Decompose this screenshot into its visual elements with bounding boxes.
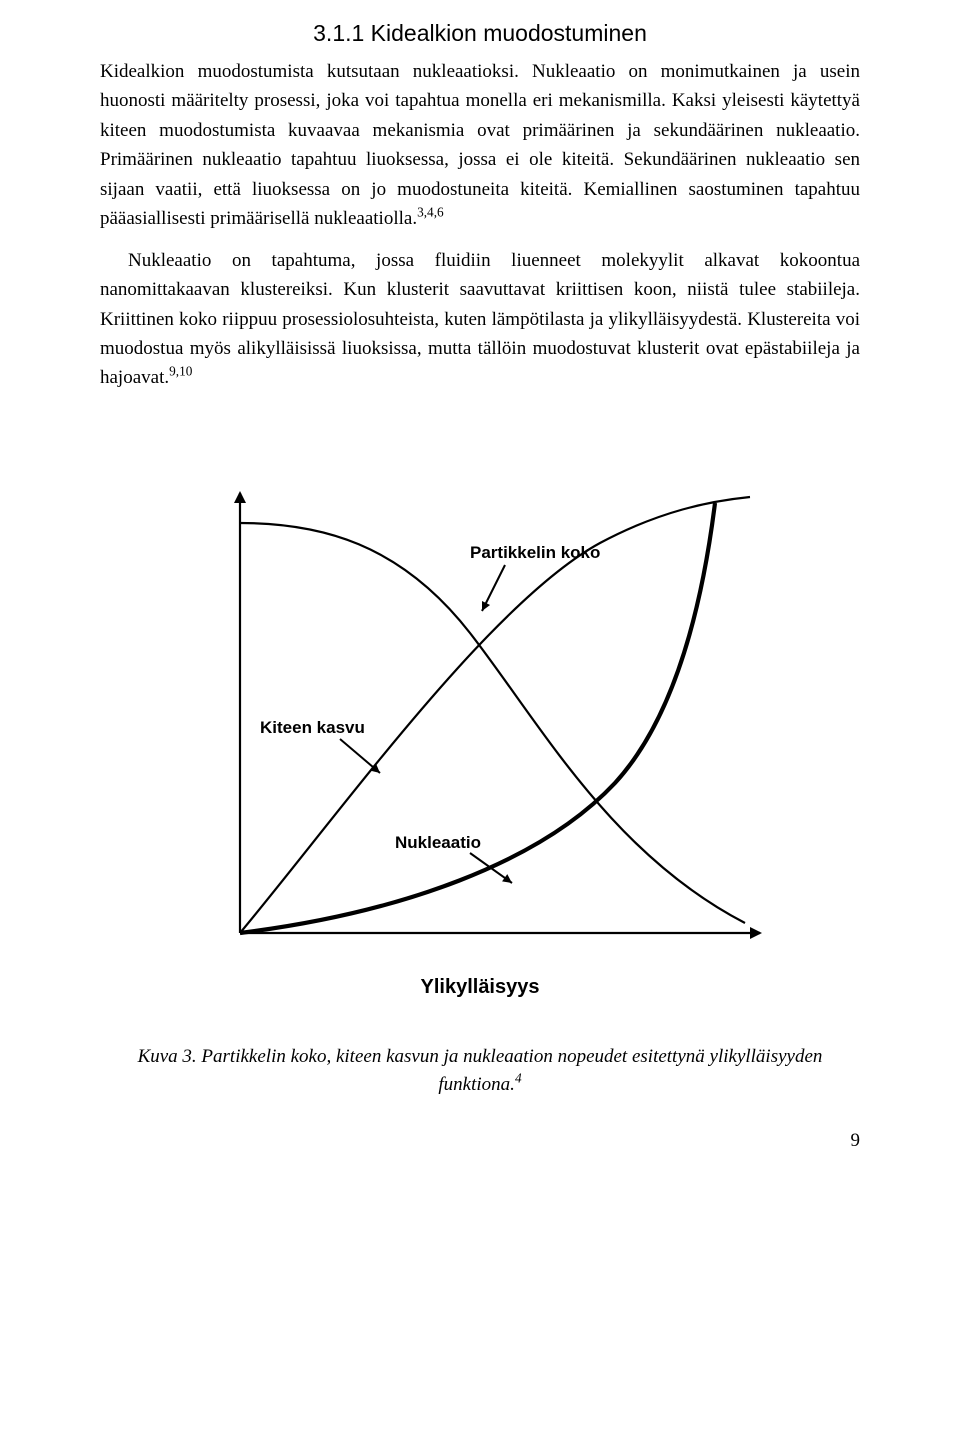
- figure-3-caption-citation: 4: [515, 1071, 522, 1086]
- paragraph-1-text: Kidealkion muodostumista kutsutaan nukle…: [100, 61, 860, 229]
- figure-3: Partikkelin koko Kiteen kasvu Nukleaatio Yl…: [100, 453, 860, 1013]
- figure-3-caption: Kuva 3. Partikkelin koko, kiteen kasvun …: [100, 1043, 860, 1100]
- paragraph-1: Kidealkion muodostumista kutsutaan nukle…: [100, 57, 860, 234]
- citation-2: 9,10: [169, 364, 192, 379]
- paragraph-2: Nukleaatio on tapahtuma, jossa fluidiin …: [100, 246, 860, 393]
- page-number: 9: [100, 1130, 860, 1152]
- citation-1: 3,4,6: [417, 205, 444, 220]
- page: 3.1.1 Kidealkion muodostuminen Kidealkio…: [0, 0, 960, 1192]
- svg-text:Nukleaatio: Nukleaatio: [395, 833, 481, 852]
- section-heading: 3.1.1 Kidealkion muodostuminen: [100, 20, 860, 47]
- figure-3-caption-text: Kuva 3. Partikkelin koko, kiteen kasvun …: [138, 1046, 823, 1096]
- svg-text:Kiteen kasvu: Kiteen kasvu: [260, 718, 365, 737]
- svg-text:Ylikylläisyys: Ylikylläisyys: [421, 976, 540, 998]
- figure-3-svg: Partikkelin koko Kiteen kasvu Nukleaatio Yl…: [170, 453, 790, 1013]
- svg-text:Partikkelin koko: Partikkelin koko: [470, 543, 600, 562]
- paragraph-2-text: Nukleaatio on tapahtuma, jossa fluidiin …: [100, 250, 860, 389]
